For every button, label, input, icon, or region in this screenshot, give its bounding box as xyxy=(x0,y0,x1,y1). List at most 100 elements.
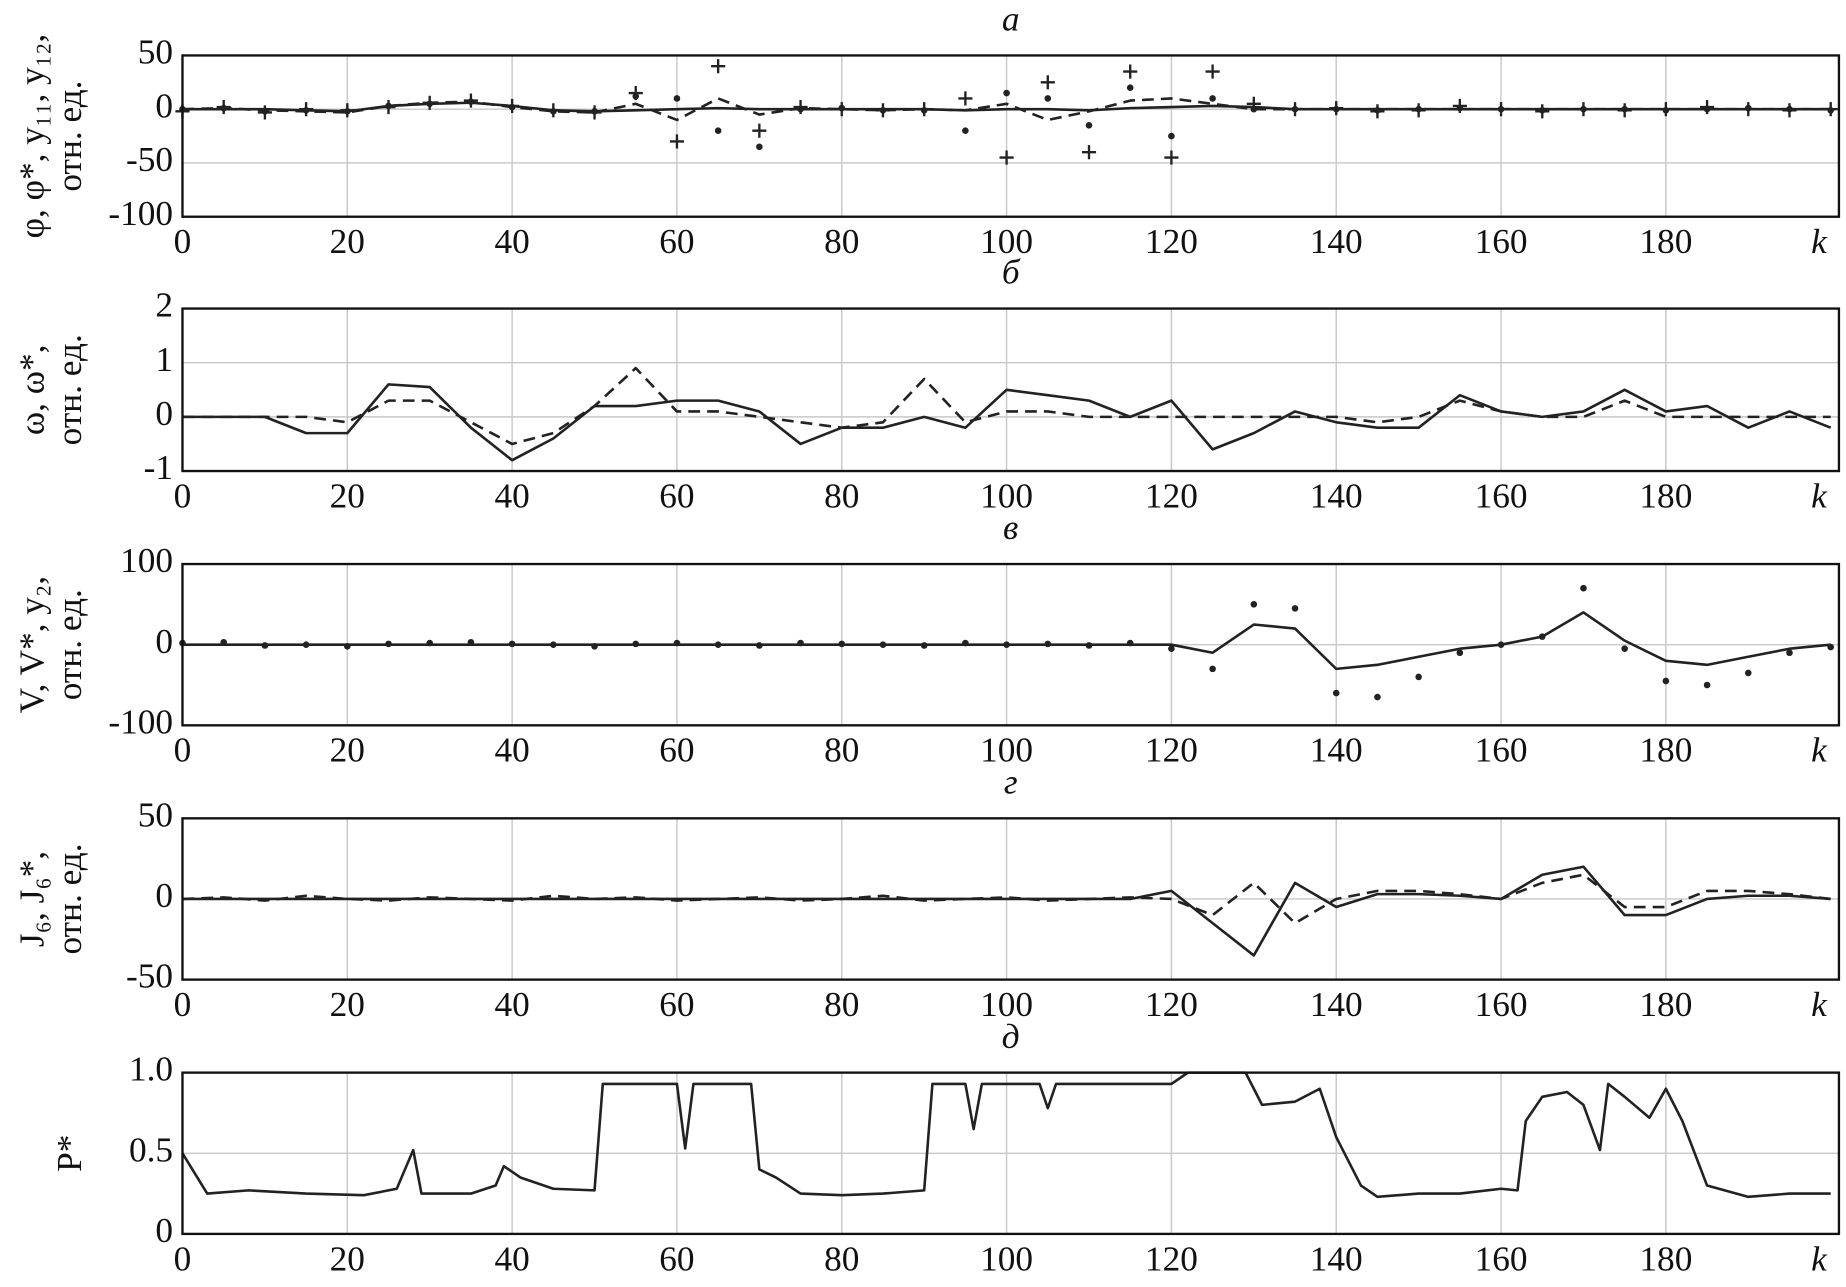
x-tick-label: 160 xyxy=(1475,476,1528,515)
y-tick-label: 100 xyxy=(120,541,173,580)
x-tick-label: 60 xyxy=(659,1239,694,1278)
dot-marker xyxy=(1621,105,1628,113)
panel-title: г xyxy=(1004,762,1018,801)
dot-marker xyxy=(344,642,351,650)
y-axis-label: ω, ω*, xyxy=(12,344,51,435)
dot-marker xyxy=(1332,105,1340,113)
dot-marker xyxy=(508,640,516,648)
dot-marker xyxy=(1168,132,1175,140)
x-tick-label: 180 xyxy=(1639,1239,1692,1278)
panel: а 0 20 40 60 80 100 120 140 160 180 -100 -50 0 50 k φ, φ… xyxy=(12,0,1841,261)
dot-marker xyxy=(1827,106,1834,114)
dot-marker xyxy=(1291,605,1299,612)
dot-marker xyxy=(632,93,640,100)
plot-frame xyxy=(181,562,1841,727)
dot-marker xyxy=(1209,665,1216,673)
y-tick-label: -1 xyxy=(144,448,173,487)
dot-marker xyxy=(385,102,392,110)
y-axis-label: V, V*, y₂, xyxy=(12,576,51,714)
dot-marker xyxy=(344,108,351,115)
plus-marker xyxy=(711,59,726,74)
x-tick-label: 120 xyxy=(1145,731,1198,770)
x-tick-label: 0 xyxy=(174,1239,192,1278)
dot-marker xyxy=(302,641,310,648)
dot-marker xyxy=(261,642,269,649)
dot-marker xyxy=(920,106,928,114)
x-tick-label: 100 xyxy=(980,985,1033,1024)
x-tick-label: 120 xyxy=(1145,1239,1198,1278)
dot-marker xyxy=(591,108,598,115)
dot-marker xyxy=(1250,105,1258,113)
dot-marker xyxy=(1538,633,1546,640)
y-axis-label: отн. ед. xyxy=(50,81,89,192)
dot-marker xyxy=(1003,641,1010,648)
plus-marker xyxy=(1040,75,1055,90)
dot-marker xyxy=(467,638,475,646)
dot-marker xyxy=(714,127,722,135)
dot-marker xyxy=(714,641,722,648)
x-tick-label: 80 xyxy=(824,476,859,515)
plot-frame xyxy=(181,307,1841,473)
y-tick-label: -50 xyxy=(126,140,173,179)
y-axis-label: отн. ед. xyxy=(50,334,89,445)
dot-marker xyxy=(1456,649,1464,657)
plus-marker xyxy=(1123,64,1138,79)
x-tick-label: 160 xyxy=(1475,222,1528,261)
dot-marker xyxy=(756,642,763,649)
dot-marker xyxy=(1209,95,1216,102)
plot-frame xyxy=(181,817,1841,981)
y-tick-label: 0 xyxy=(155,876,173,915)
x-tick-label: 140 xyxy=(1310,222,1363,261)
x-tick-label: 100 xyxy=(980,731,1033,770)
y-tick-label: 0 xyxy=(155,86,173,125)
x-axis-label: k xyxy=(1811,731,1828,770)
x-tick-label: 40 xyxy=(494,476,529,515)
series-line xyxy=(182,97,1831,122)
series-line xyxy=(182,873,1831,925)
y-axis-label: отн. ед. xyxy=(50,589,89,700)
dot-marker xyxy=(1744,104,1752,112)
dot-marker xyxy=(220,638,227,646)
dot-marker xyxy=(1621,645,1628,653)
x-tick-label: 80 xyxy=(824,1239,859,1278)
x-tick-label: 0 xyxy=(174,985,192,1024)
x-tick-label: 100 xyxy=(980,476,1033,515)
dot-marker xyxy=(1415,673,1422,681)
plus-marker xyxy=(669,134,685,149)
y-tick-label: 0 xyxy=(155,622,173,661)
dot-marker xyxy=(920,642,928,649)
x-axis-label: k xyxy=(1811,1239,1828,1278)
x-tick-label: 20 xyxy=(330,476,365,515)
x-tick-label: 60 xyxy=(659,985,694,1024)
panel-title: б xyxy=(1002,253,1021,292)
dot-marker xyxy=(838,640,846,648)
y-tick-label: 2 xyxy=(155,286,173,325)
x-tick-label: 0 xyxy=(174,222,192,261)
y-tick-label: -100 xyxy=(108,194,173,233)
dot-marker xyxy=(1538,106,1546,114)
y-tick-label: 0 xyxy=(155,394,173,433)
x-tick-label: 60 xyxy=(659,476,694,515)
dot-marker xyxy=(220,104,227,112)
dot-marker xyxy=(1786,105,1793,113)
dot-marker xyxy=(1827,643,1834,651)
x-tick-label: 40 xyxy=(494,222,529,261)
plus-marker xyxy=(999,150,1014,165)
dot-marker xyxy=(1374,106,1381,114)
x-tick-label: 60 xyxy=(659,222,694,261)
x-tick-label: 120 xyxy=(1145,222,1198,261)
dot-marker xyxy=(261,108,269,115)
dot-marker xyxy=(632,640,640,648)
dot-marker xyxy=(302,106,310,114)
plot-frame xyxy=(181,54,1841,218)
plot-frame xyxy=(181,1071,1841,1236)
plus-marker xyxy=(1205,64,1220,79)
dot-marker xyxy=(879,641,887,648)
y-tick-label: 1 xyxy=(155,340,173,379)
y-tick-label: -100 xyxy=(108,702,173,741)
dot-marker xyxy=(962,639,969,647)
dot-marker xyxy=(1703,681,1711,689)
